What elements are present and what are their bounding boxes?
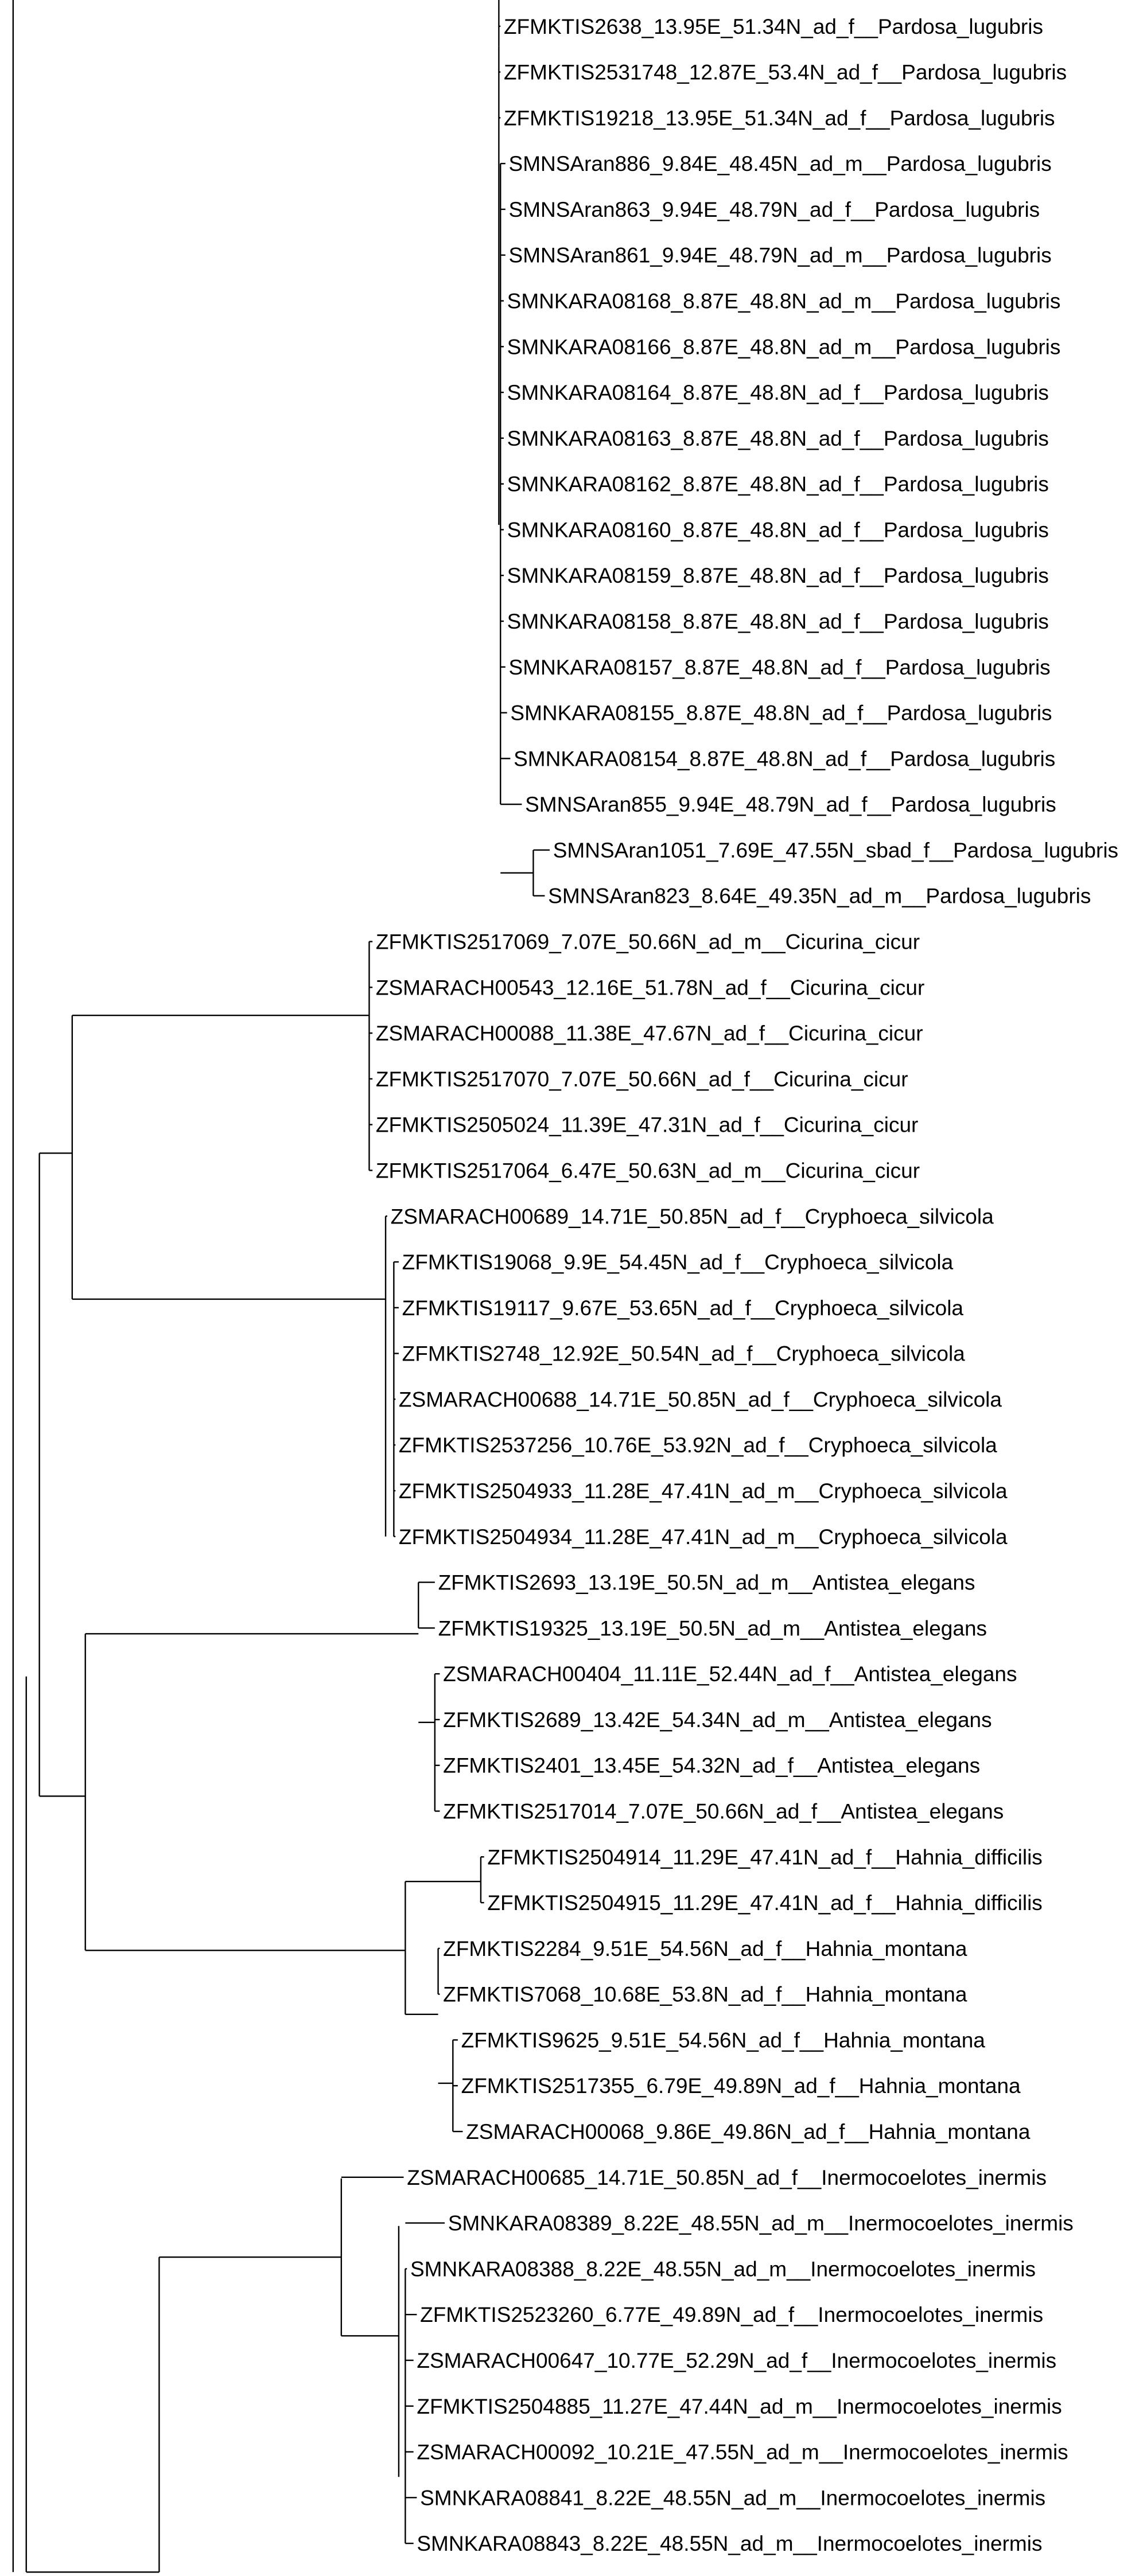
tip-label: ZFMKTIS2531748_12.87E_53.4N_ad_f__Pardos… — [504, 61, 1067, 84]
tip-label: SMNKARA08162_8.87E_48.8N_ad_f__Pardosa_l… — [507, 473, 1049, 496]
tip-label: ZFMKTIS2523260_6.77E_49.89N_ad_f__Inermo… — [420, 2303, 1043, 2326]
tip-label: ZSMARACH00685_14.71E_50.85N_ad_f__Inermo… — [407, 2166, 1047, 2189]
tip-label: ZSMARACH00088_11.38E_47.67N_ad_f__Cicuri… — [376, 1022, 923, 1045]
tree-branches — [12, 0, 550, 2573]
tip-label: ZFMKTIS2504934_11.28E_47.41N_ad_m__Cryph… — [399, 1525, 1008, 1549]
tip-label: SMNKARA08841_8.22E_48.55N_ad_m__Inermoco… — [420, 2486, 1045, 2509]
tip-label: ZFMKTIS19068_9.9E_54.45N_ad_f__Cryphoeca… — [402, 1250, 954, 1274]
tip-label: ZFMKTIS19218_13.95E_51.34N_ad_f__Pardosa… — [504, 106, 1055, 130]
tip-label: ZSMARACH00688_14.71E_50.85N_ad_f__Crypho… — [399, 1388, 1002, 1411]
tip-label: ZFMKTIS2504933_11.28E_47.41N_ad_m__Cryph… — [399, 1479, 1008, 1503]
tip-label: ZSMARACH00689_14.71E_50.85N_ad_f__Crypho… — [391, 1205, 994, 1228]
tip-label: ZFMKTIS2284_9.51E_54.56N_ad_f__Hahnia_mo… — [443, 1937, 967, 1961]
tip-label: ZFMKTIS19325_13.19E_50.5N_ad_m__Antistea… — [438, 1616, 987, 1640]
tip-label: SMNKARA08164_8.87E_48.8N_ad_f__Pardosa_l… — [507, 381, 1049, 404]
tip-label: SMNKARA08166_8.87E_48.8N_ad_m__Pardosa_l… — [507, 335, 1061, 358]
tip-label: ZFMKTIS2517014_7.07E_50.66N_ad_f__Antist… — [443, 1800, 1004, 1823]
tip-labels: ZFMKTIS2638_13.95E_51.34N_ad_f__Pardosa_… — [376, 15, 1118, 2555]
tip-label: ZFMKTIS2504885_11.27E_47.44N_ad_m__Inerm… — [417, 2395, 1062, 2418]
tip-label: SMNKARA08155_8.87E_48.8N_ad_f__Pardosa_l… — [510, 702, 1052, 725]
tip-label: ZFMKTIS2504915_11.29E_47.41N_ad_f__Hahni… — [487, 1891, 1042, 1915]
tip-label: ZFMKTIS2693_13.19E_50.5N_ad_m__Antistea_… — [438, 1571, 975, 1595]
tip-label: SMNKARA08159_8.87E_48.8N_ad_f__Pardosa_l… — [507, 564, 1049, 587]
tip-label: ZFMKTIS2517064_6.47E_50.63N_ad_m__Cicuri… — [376, 1159, 920, 1182]
tip-label: ZFMKTIS2505024_11.39E_47.31N_ad_f__Cicur… — [376, 1113, 918, 1137]
tip-label: SMNKARA08160_8.87E_48.8N_ad_f__Pardosa_l… — [507, 518, 1049, 541]
tip-label: SMNKARA08154_8.87E_48.8N_ad_f__Pardosa_l… — [514, 747, 1055, 770]
tip-label: SMNKARA08157_8.87E_48.8N_ad_f__Pardosa_l… — [509, 656, 1051, 679]
tip-label: SMNKARA08158_8.87E_48.8N_ad_f__Pardosa_l… — [507, 610, 1049, 633]
tip-label: SMNKARA08389_8.22E_48.55N_ad_m__Inermoco… — [448, 2212, 1074, 2235]
tip-label: ZSMARACH00543_12.16E_51.78N_ad_f__Cicuri… — [376, 976, 924, 999]
tip-label: ZFMKTIS2517070_7.07E_50.66N_ad_f__Cicuri… — [376, 1067, 908, 1091]
tip-label: SMNSAran863_9.94E_48.79N_ad_f__Pardosa_l… — [509, 198, 1040, 221]
tip-label: ZFMKTIS2638_13.95E_51.34N_ad_f__Pardosa_… — [504, 15, 1043, 38]
tip-label: SMNSAran861_9.94E_48.79N_ad_m__Pardosa_l… — [509, 244, 1052, 267]
tip-label: SMNSAran855_9.94E_48.79N_ad_f__Pardosa_l… — [525, 793, 1056, 816]
tip-label: SMNSAran886_9.84E_48.45N_ad_m__Pardosa_l… — [509, 152, 1052, 176]
tip-label: ZSMARACH00404_11.11E_52.44N_ad_f__Antist… — [443, 1662, 1017, 1686]
tip-label: SMNKARA08388_8.22E_48.55N_ad_m__Inermoco… — [410, 2257, 1036, 2281]
tip-label: SMNKARA08163_8.87E_48.8N_ad_f__Pardosa_l… — [507, 427, 1049, 450]
tip-label: ZSMARACH00068_9.86E_49.86N_ad_f__Hahnia_… — [466, 2120, 1031, 2144]
tip-label: ZSMARACH00647_10.77E_52.29N_ad_f__Inermo… — [417, 2349, 1056, 2372]
tip-label: SMNKARA08168_8.87E_48.8N_ad_m__Pardosa_l… — [507, 289, 1061, 313]
tip-label: ZFMKTIS9625_9.51E_54.56N_ad_f__Hahnia_mo… — [461, 2028, 986, 2052]
tip-label: ZFMKTIS2517355_6.79E_49.89N_ad_f__Hahnia… — [461, 2074, 1021, 2098]
tip-label: ZFMKTIS2748_12.92E_50.54N_ad_f__Cryphoec… — [402, 1342, 966, 1366]
tip-label: SMNKARA08843_8.22E_48.55N_ad_m__Inermoco… — [417, 2532, 1042, 2555]
tip-label: ZFMKTIS2537256_10.76E_53.92N_ad_f__Cryph… — [399, 1433, 997, 1457]
tip-label: ZSMARACH00092_10.21E_47.55N_ad_m__Inermo… — [417, 2441, 1068, 2464]
tip-label: SMNSAran823_8.64E_49.35N_ad_m__Pardosa_l… — [548, 884, 1091, 908]
tip-label: ZFMKTIS2504914_11.29E_47.41N_ad_f__Hahni… — [487, 1845, 1042, 1869]
tip-label: ZFMKTIS2689_13.42E_54.34N_ad_m__Antistea… — [443, 1708, 992, 1732]
tip-label: SMNSAran1051_7.69E_47.55N_sbad_f__Pardos… — [553, 839, 1118, 862]
tip-label: ZFMKTIS2517069_7.07E_50.66N_ad_m__Cicuri… — [376, 930, 920, 954]
tip-label: ZFMKTIS7068_10.68E_53.8N_ad_f__Hahnia_mo… — [443, 1983, 967, 2006]
tip-label: ZFMKTIS19117_9.67E_53.65N_ad_f__Cryphoec… — [402, 1296, 964, 1320]
tip-label: ZFMKTIS2401_13.45E_54.32N_ad_f__Antistea… — [443, 1754, 980, 1778]
